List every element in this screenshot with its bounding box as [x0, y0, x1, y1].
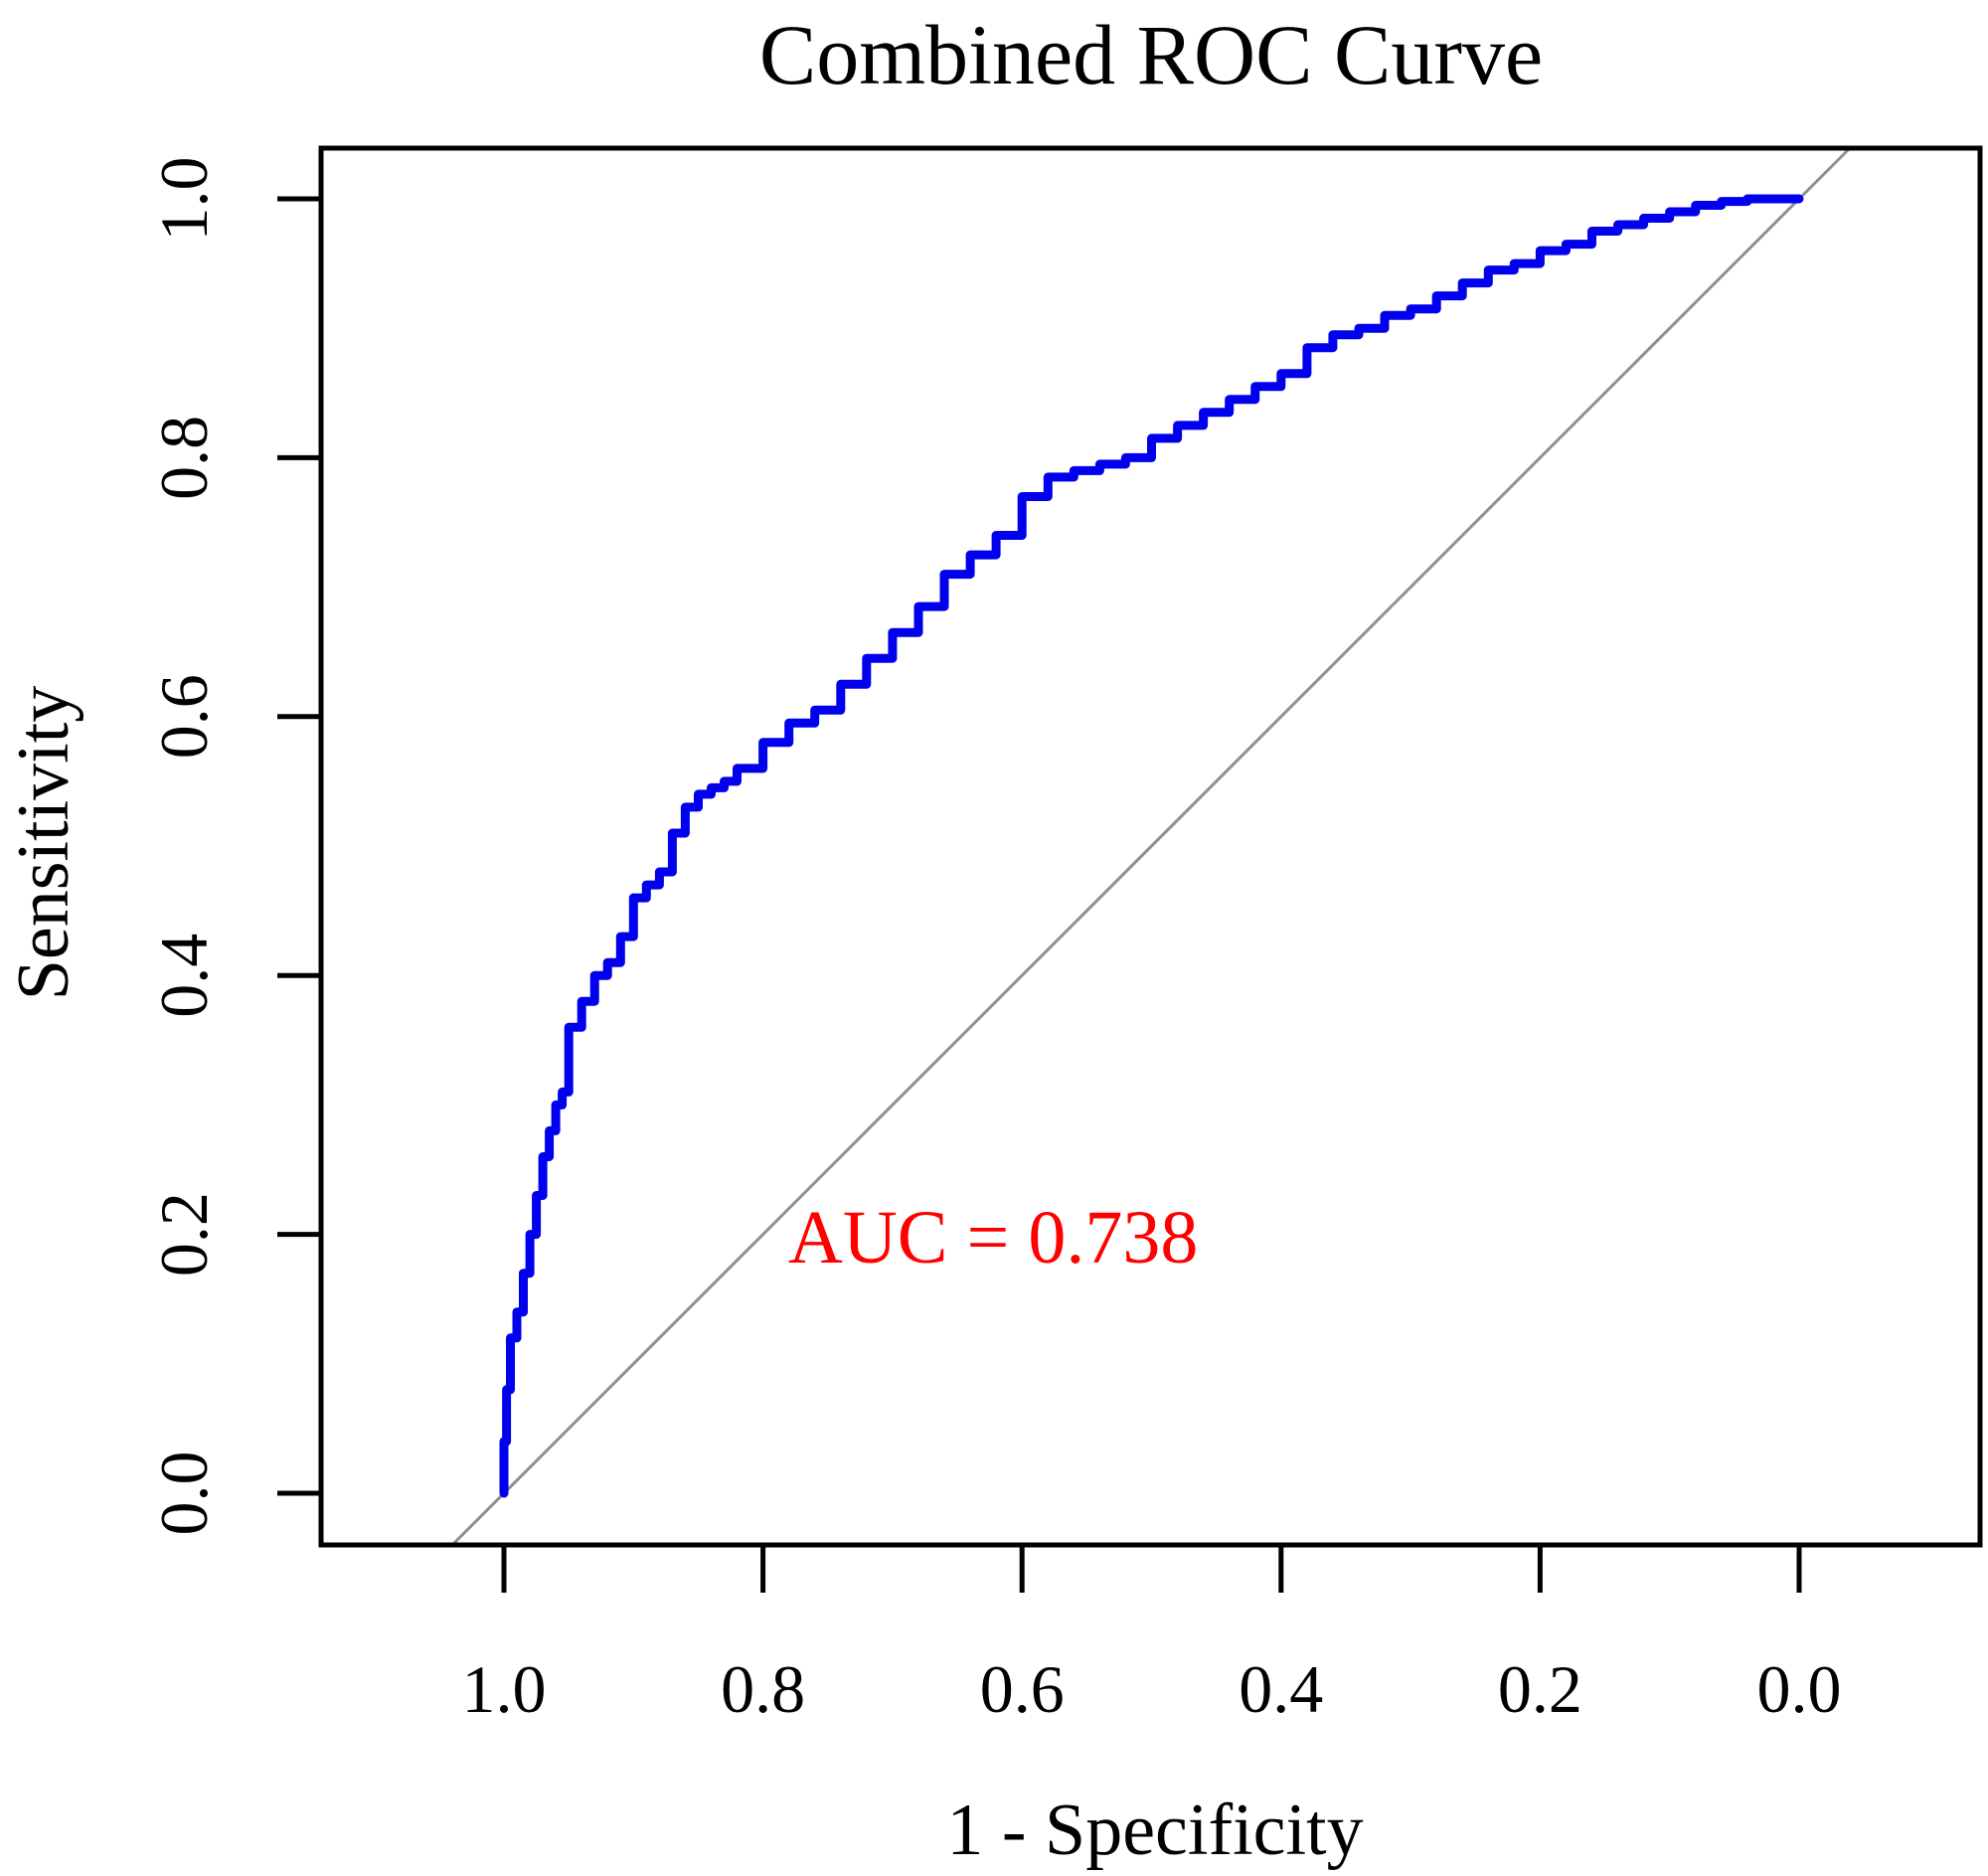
- x-tick-label: 0.6: [980, 1651, 1065, 1727]
- reference-diagonal-layer: [450, 146, 1852, 1547]
- axes-layer: 1.0 0.8 0.6 0.4 0.2 0.0 0.0 0.2 0.4 0.6 0.8 1.0: [146, 145, 1983, 1727]
- y-tick-label: 0.2: [146, 1192, 222, 1277]
- y-axis-label: Sensitivity: [3, 686, 84, 1001]
- y-tick-label: 1.0: [146, 157, 222, 242]
- x-tick-label: 1.0: [462, 1651, 547, 1727]
- plot-frame: [318, 145, 1983, 1548]
- roc-curve-line-1: [499, 194, 1804, 1498]
- y-tick-label: 0.4: [146, 934, 222, 1018]
- reference-diagonal-line: [450, 146, 1852, 1547]
- y-tick-label: 0.6: [146, 674, 222, 759]
- chart-title: Combined ROC Curve: [759, 7, 1543, 102]
- auc-annotation: AUC = 0.738: [788, 1196, 1198, 1279]
- x-tick-label: 0.0: [1757, 1651, 1842, 1727]
- x-axis-label: 1 - Specificity: [946, 1790, 1363, 1871]
- y-tick-label: 0.0: [146, 1451, 222, 1536]
- series-layer: [499, 194, 1804, 1498]
- x-tick-label: 0.4: [1239, 1651, 1323, 1727]
- x-tick-label: 0.8: [721, 1651, 805, 1727]
- x-tick-label: 0.2: [1498, 1651, 1582, 1727]
- y-tick-label: 0.8: [146, 416, 222, 500]
